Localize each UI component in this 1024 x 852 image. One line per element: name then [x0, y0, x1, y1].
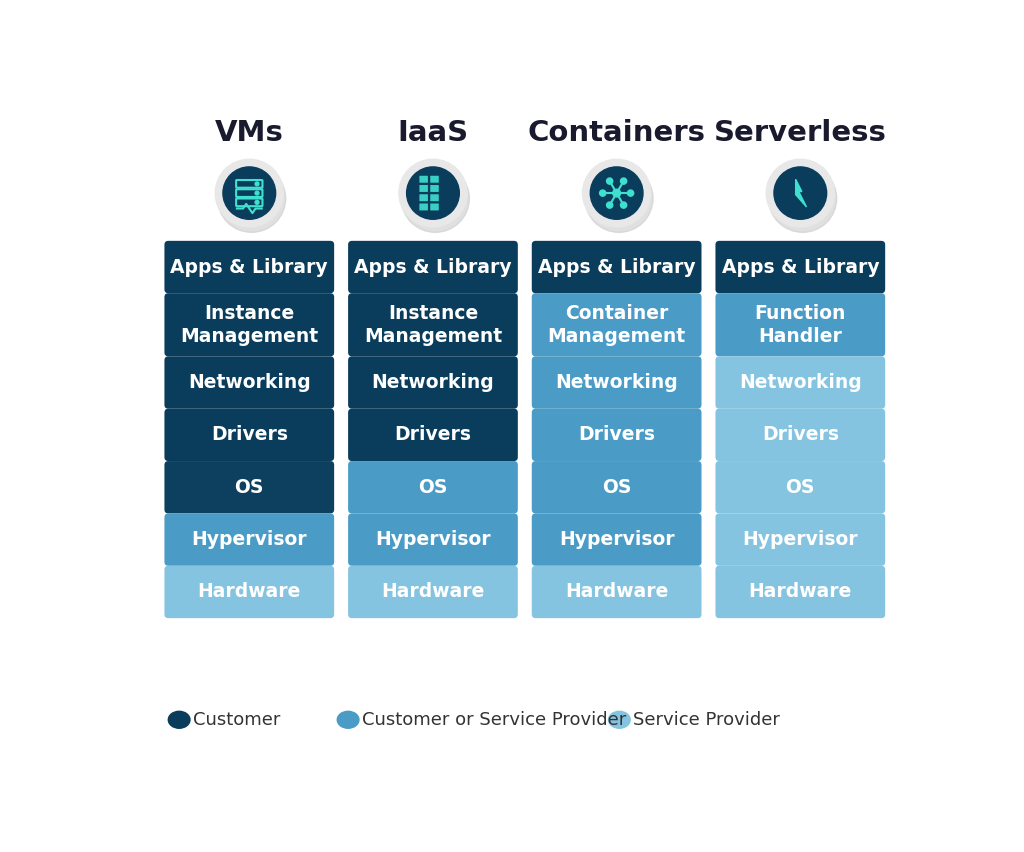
Text: IaaS: IaaS	[397, 119, 469, 147]
Text: Hardware: Hardware	[749, 583, 852, 602]
Circle shape	[600, 190, 606, 196]
Circle shape	[606, 178, 612, 184]
FancyBboxPatch shape	[531, 461, 701, 514]
Circle shape	[774, 167, 826, 219]
Ellipse shape	[217, 164, 286, 233]
Text: Apps & Library: Apps & Library	[538, 257, 695, 277]
FancyBboxPatch shape	[348, 514, 518, 566]
FancyBboxPatch shape	[165, 566, 334, 619]
Text: Apps & Library: Apps & Library	[354, 257, 512, 277]
Circle shape	[606, 202, 612, 208]
Text: Hypervisor: Hypervisor	[742, 530, 858, 549]
FancyBboxPatch shape	[165, 293, 334, 356]
FancyBboxPatch shape	[716, 409, 885, 461]
Circle shape	[612, 189, 621, 197]
FancyBboxPatch shape	[716, 293, 885, 356]
Text: Apps & Library: Apps & Library	[170, 257, 328, 277]
FancyBboxPatch shape	[531, 514, 701, 566]
Text: Networking: Networking	[555, 373, 678, 392]
Text: Container
Management: Container Management	[548, 303, 686, 346]
FancyBboxPatch shape	[430, 176, 438, 182]
Text: Instance
Management: Instance Management	[364, 303, 502, 346]
Circle shape	[223, 167, 275, 219]
Text: Hardware: Hardware	[565, 583, 669, 602]
Ellipse shape	[769, 164, 837, 233]
Text: Customer or Service Provider: Customer or Service Provider	[362, 711, 627, 728]
Text: Hypervisor: Hypervisor	[559, 530, 675, 549]
Text: Instance
Management: Instance Management	[180, 303, 318, 346]
Text: Hypervisor: Hypervisor	[375, 530, 490, 549]
Polygon shape	[796, 179, 807, 207]
Text: Networking: Networking	[188, 373, 310, 392]
FancyBboxPatch shape	[430, 204, 438, 210]
FancyBboxPatch shape	[420, 194, 428, 201]
FancyBboxPatch shape	[348, 241, 518, 293]
Text: OS: OS	[234, 478, 264, 497]
Text: Hypervisor: Hypervisor	[191, 530, 307, 549]
Circle shape	[628, 190, 634, 196]
Text: Serverless: Serverless	[714, 119, 887, 147]
Text: Drivers: Drivers	[579, 425, 655, 445]
FancyBboxPatch shape	[531, 241, 701, 293]
FancyBboxPatch shape	[420, 176, 428, 182]
Circle shape	[255, 191, 259, 195]
FancyBboxPatch shape	[531, 566, 701, 619]
Ellipse shape	[168, 711, 190, 728]
FancyBboxPatch shape	[716, 241, 885, 293]
FancyBboxPatch shape	[348, 409, 518, 461]
Text: Networking: Networking	[739, 373, 861, 392]
FancyBboxPatch shape	[165, 409, 334, 461]
Ellipse shape	[766, 159, 835, 227]
Ellipse shape	[585, 164, 653, 233]
Text: Drivers: Drivers	[762, 425, 839, 445]
FancyBboxPatch shape	[348, 461, 518, 514]
Text: Drivers: Drivers	[394, 425, 471, 445]
FancyBboxPatch shape	[420, 204, 428, 210]
FancyBboxPatch shape	[165, 241, 334, 293]
FancyBboxPatch shape	[348, 566, 518, 619]
Text: Customer: Customer	[194, 711, 281, 728]
Circle shape	[590, 167, 643, 219]
FancyBboxPatch shape	[430, 194, 438, 201]
FancyBboxPatch shape	[716, 356, 885, 409]
Text: Drivers: Drivers	[211, 425, 288, 445]
FancyBboxPatch shape	[348, 293, 518, 356]
FancyBboxPatch shape	[531, 293, 701, 356]
FancyBboxPatch shape	[165, 356, 334, 409]
Text: Hardware: Hardware	[381, 583, 484, 602]
Ellipse shape	[608, 711, 630, 728]
FancyBboxPatch shape	[531, 356, 701, 409]
Text: Networking: Networking	[372, 373, 495, 392]
Text: VMs: VMs	[215, 119, 284, 147]
FancyBboxPatch shape	[716, 514, 885, 566]
Ellipse shape	[337, 711, 359, 728]
Ellipse shape	[401, 164, 469, 233]
FancyBboxPatch shape	[420, 185, 428, 192]
Circle shape	[621, 202, 627, 208]
FancyBboxPatch shape	[430, 185, 438, 192]
Text: OS: OS	[602, 478, 632, 497]
Text: Hardware: Hardware	[198, 583, 301, 602]
Text: OS: OS	[785, 478, 815, 497]
Text: Function
Handler: Function Handler	[755, 303, 846, 346]
FancyBboxPatch shape	[716, 566, 885, 619]
Text: Containers: Containers	[527, 119, 706, 147]
Ellipse shape	[399, 159, 467, 227]
FancyBboxPatch shape	[716, 461, 885, 514]
Circle shape	[255, 200, 259, 204]
Circle shape	[255, 182, 259, 186]
Circle shape	[621, 178, 627, 184]
Text: Apps & Library: Apps & Library	[722, 257, 880, 277]
FancyBboxPatch shape	[531, 409, 701, 461]
Ellipse shape	[583, 159, 650, 227]
Ellipse shape	[215, 159, 284, 227]
Circle shape	[407, 167, 460, 219]
Text: OS: OS	[418, 478, 447, 497]
FancyBboxPatch shape	[165, 514, 334, 566]
FancyBboxPatch shape	[348, 356, 518, 409]
Text: Service Provider: Service Provider	[633, 711, 780, 728]
FancyBboxPatch shape	[165, 461, 334, 514]
